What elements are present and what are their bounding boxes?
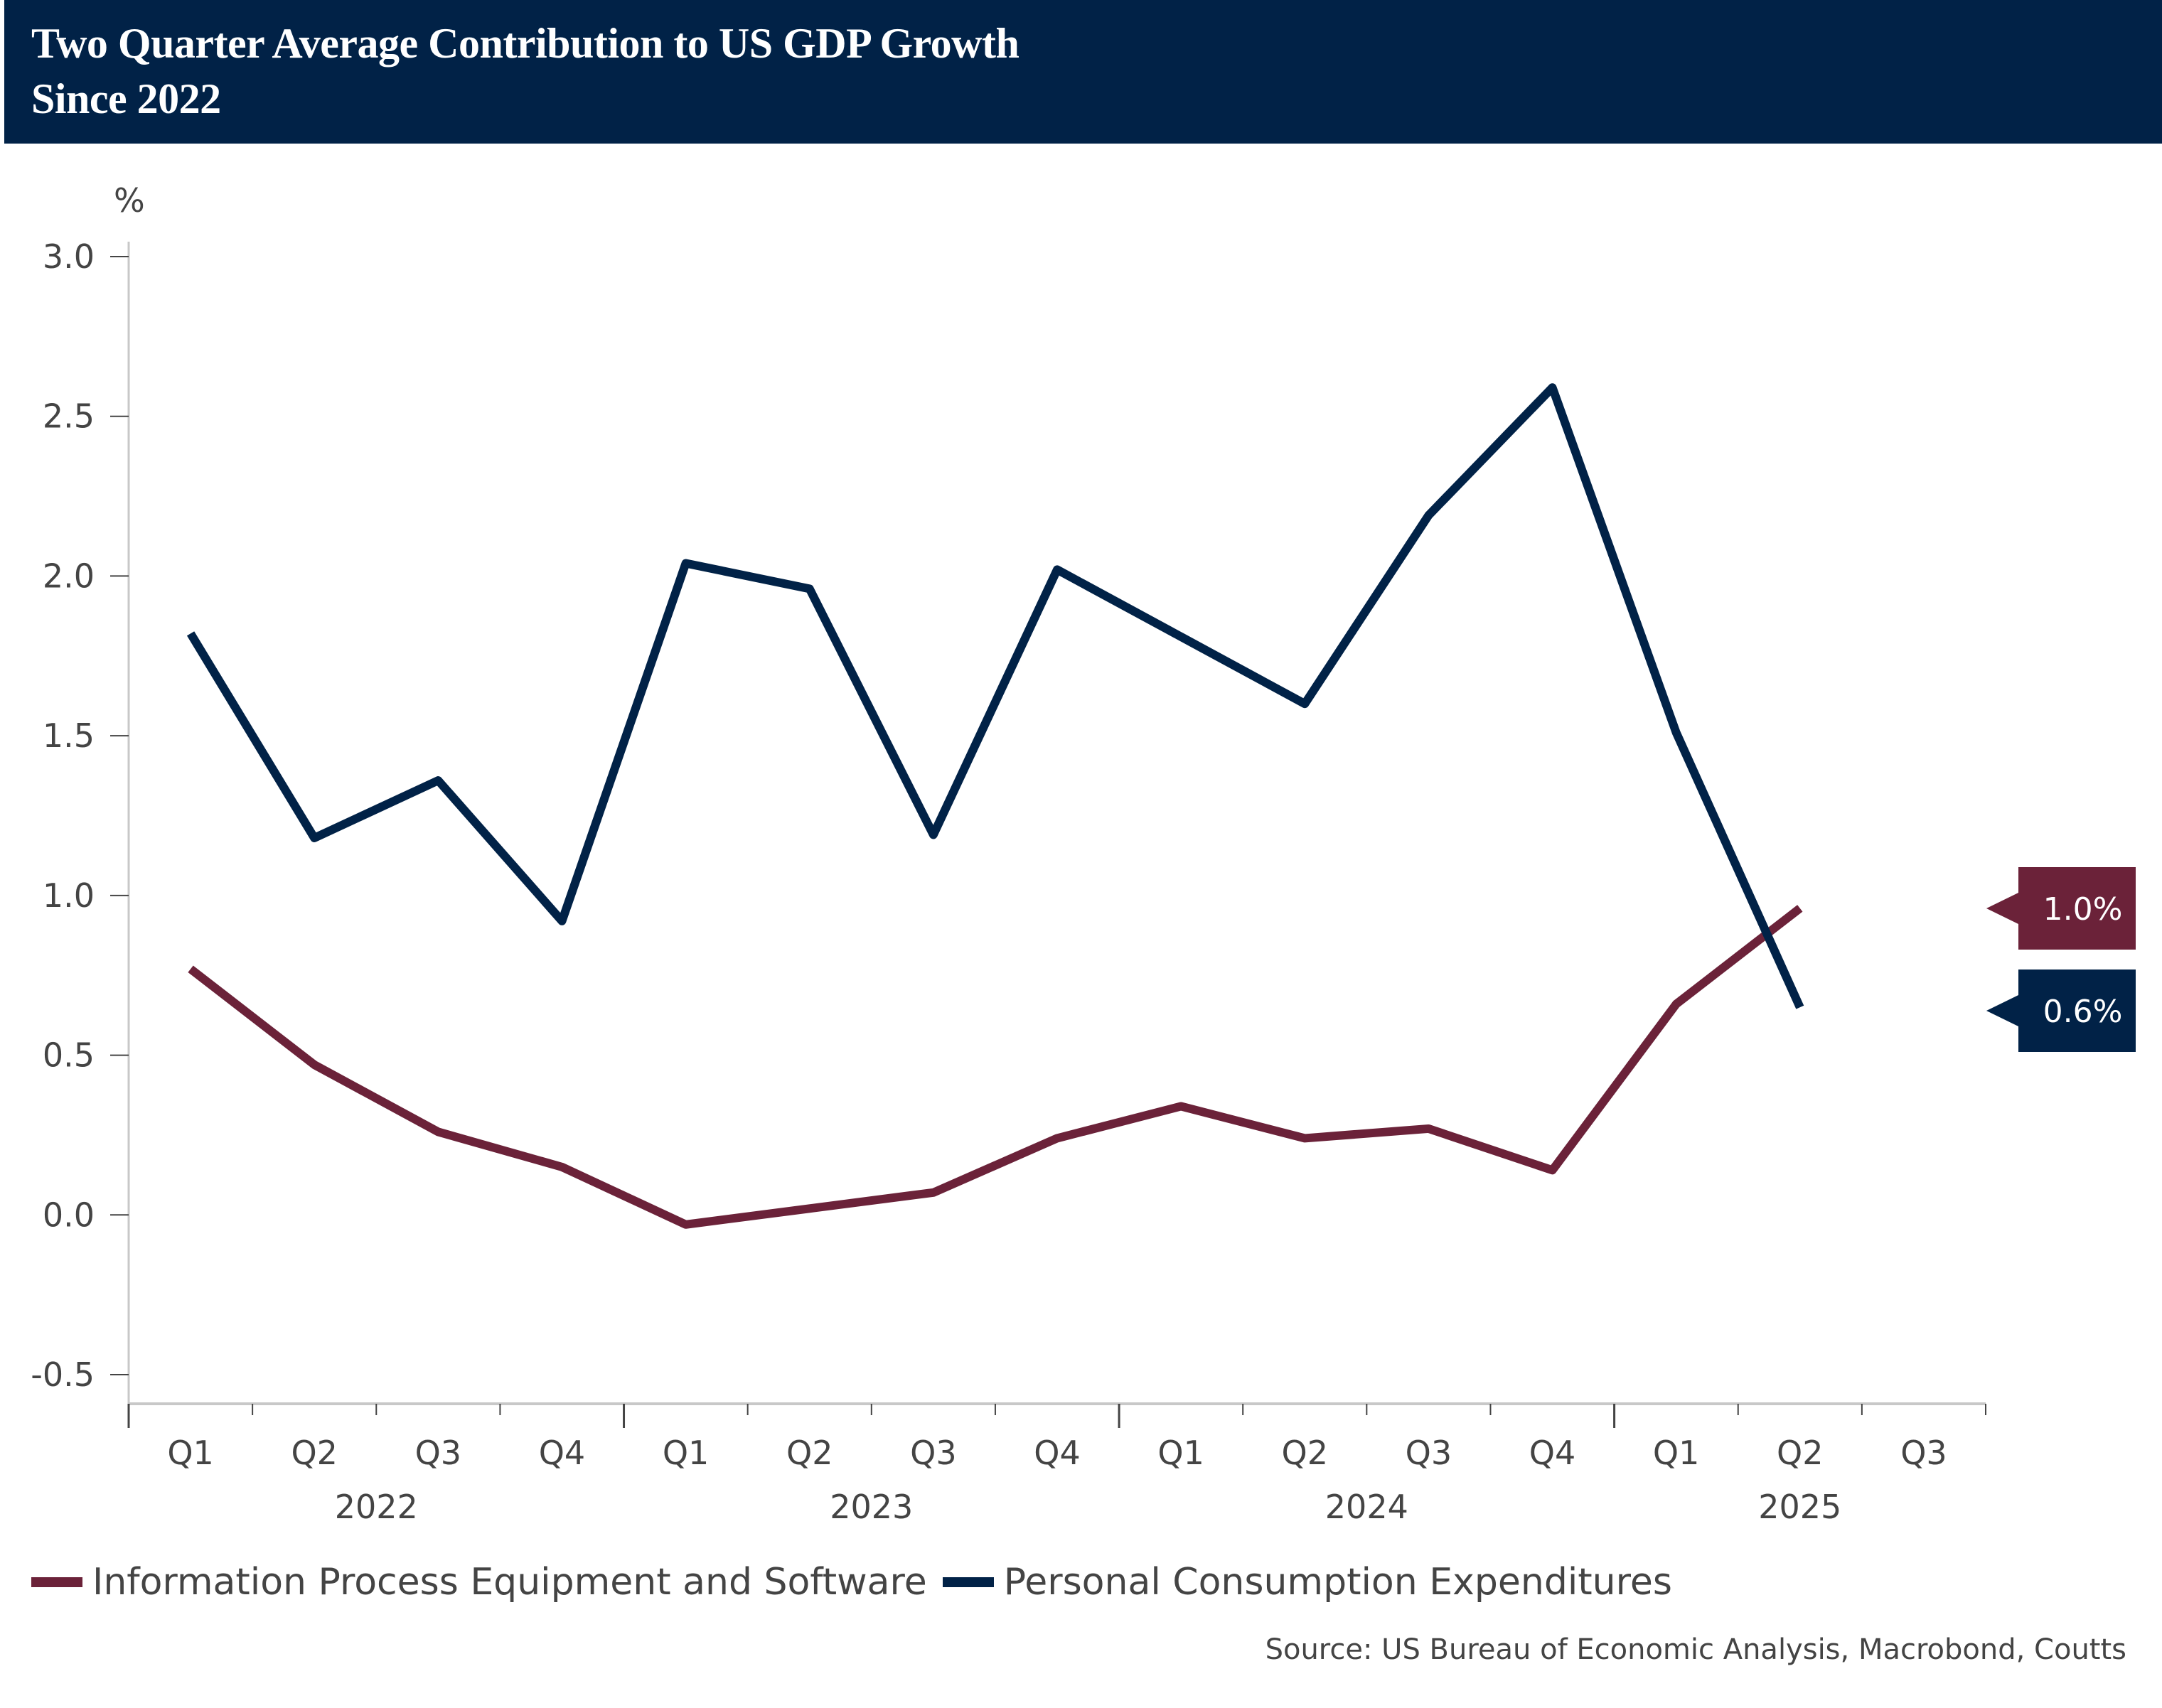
end-value-callouts: 1.0% 0.6% [1986, 867, 2136, 1052]
y-tick-label: 2.5 [43, 397, 95, 436]
callout-pce: 0.6% [1986, 970, 2136, 1052]
x-tick-label: Q1 [1653, 1434, 1699, 1472]
y-ticks: 3.0 2.5 2.0 1.5 1.0 0.5 0.0 -0.5 [31, 237, 129, 1394]
x-year-label: 2025 [1758, 1488, 1841, 1526]
legend: Information Process Equipment and Softwa… [31, 1561, 1688, 1604]
x-tick-label: Q4 [1529, 1434, 1575, 1472]
x-tick-label: Q1 [167, 1434, 213, 1472]
source-note: Source: US Bureau of Economic Analysis, … [1265, 1633, 2126, 1666]
x-tick-label: Q3 [1406, 1434, 1452, 1472]
callout-value: 0.6% [2043, 994, 2123, 1030]
axes [127, 242, 1986, 1405]
legend-swatch-ipes [31, 1577, 82, 1587]
x-tick-label: Q3 [910, 1434, 956, 1472]
callout-box [1986, 867, 2136, 950]
legend-label-ipes: Information Process Equipment and Softwa… [92, 1561, 927, 1604]
x-year-label: 2024 [1325, 1488, 1408, 1526]
y-tick-label: 1.5 [43, 716, 95, 755]
chart-title: Two Quarter Average Contribution to US G… [31, 16, 1020, 127]
y-axis-unit-label: % [114, 181, 145, 220]
callout-box [1986, 970, 2136, 1052]
series-line-ipes [188, 905, 1803, 1229]
series-line-pce [186, 383, 1804, 1009]
x-year-label: 2022 [335, 1488, 418, 1526]
x-tick-label: Q2 [1282, 1434, 1328, 1472]
y-tick-label: 3.0 [43, 237, 95, 276]
series-lines [186, 383, 1804, 1229]
x-tick-label: Q2 [1777, 1434, 1823, 1472]
x-tick-label: Q2 [291, 1434, 337, 1472]
legend-item-pce: Personal Consumption Expenditures [942, 1561, 1672, 1604]
x-tick-label: Q1 [1157, 1434, 1204, 1472]
x-tick-label: Q3 [415, 1434, 461, 1472]
x-tick-label: Q1 [663, 1434, 709, 1472]
y-tick-label: -0.5 [31, 1355, 95, 1394]
y-tick-label: 0.0 [43, 1196, 95, 1234]
y-tick-label: 1.0 [43, 876, 95, 915]
x-ticks: Q1 Q2 Q3 Q4 Q1 Q2 Q3 Q4 Q1 Q2 Q3 Q4 Q1 Q2 Q3 2022 2023 20… [127, 1404, 1986, 1526]
x-tick-label: Q2 [786, 1434, 833, 1472]
legend-swatch-pce [942, 1577, 994, 1587]
x-tick-label: Q4 [539, 1434, 585, 1472]
x-tick-label: Q3 [1900, 1434, 1947, 1472]
y-tick-label: 0.5 [43, 1036, 95, 1075]
title-line-2: Since 2022 [31, 75, 221, 122]
chart-header: Two Quarter Average Contribution to US G… [4, 0, 2162, 144]
legend-label-pce: Personal Consumption Expenditures [1003, 1561, 1672, 1604]
title-line-1: Two Quarter Average Contribution to US G… [31, 20, 1020, 67]
y-tick-label: 2.0 [43, 557, 95, 595]
callout-ipes: 1.0% [1986, 867, 2136, 950]
x-year-label: 2023 [830, 1488, 913, 1526]
x-tick-label: Q4 [1034, 1434, 1080, 1472]
callout-value: 1.0% [2043, 891, 2123, 928]
legend-item-ipes: Information Process Equipment and Softwa… [31, 1561, 927, 1604]
